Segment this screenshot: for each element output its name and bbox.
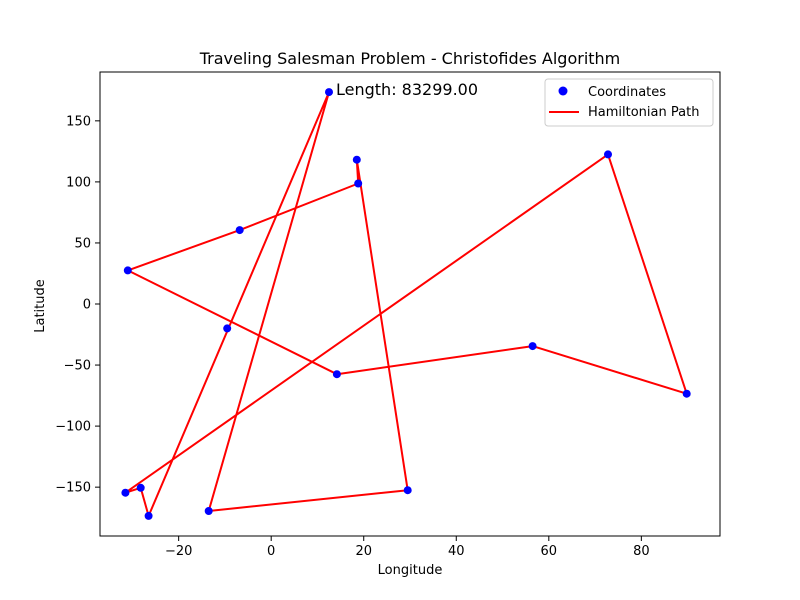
- coordinate-point: [136, 483, 145, 492]
- path-length-annotation: Length: 83299.00: [336, 80, 478, 99]
- coordinate-point: [121, 488, 130, 497]
- coordinate-point: [144, 511, 153, 520]
- legend-label-hamiltonian-path: Hamiltonian Path: [588, 105, 699, 120]
- coordinate-point: [325, 88, 333, 97]
- y-tick-label: 150: [66, 114, 91, 129]
- x-tick-label: 20: [355, 544, 372, 559]
- coordinate-point: [354, 179, 363, 188]
- coordinate-point: [528, 342, 537, 351]
- coordinate-point: [352, 155, 361, 164]
- legend: Coordinates Hamiltonian Path: [544, 78, 714, 127]
- y-axis-label: Latitude: [33, 279, 48, 333]
- chart-title: Traveling Salesman Problem - Christofide…: [199, 49, 621, 68]
- coordinate-point: [123, 266, 132, 275]
- y-tick-label: 50: [74, 236, 91, 251]
- y-tick-label: 100: [66, 175, 91, 190]
- x-tick-label: 60: [541, 544, 558, 559]
- x-tick-label: 40: [448, 544, 465, 559]
- y-tick-label: 0: [83, 298, 91, 313]
- legend-label-coordinates: Coordinates: [588, 85, 666, 100]
- axis-ticks: −20 0 20 40 60 80 −150 −100 −50 0 50 100 150: [55, 71, 721, 559]
- x-tick-label: −20: [165, 544, 192, 559]
- x-tick-label: 80: [633, 544, 650, 559]
- x-axis-label: Longitude: [378, 563, 443, 578]
- coordinate-point: [332, 370, 341, 379]
- y-tick-label: −150: [55, 481, 91, 496]
- coordinate-point: [223, 324, 232, 333]
- y-tick-label: −100: [55, 420, 91, 435]
- coordinate-point: [204, 507, 213, 515]
- coordinate-point: [403, 486, 412, 495]
- x-tick-label: 0: [267, 544, 275, 559]
- legend-box: [544, 78, 714, 127]
- coordinate-point: [235, 226, 244, 235]
- coordinate-point: [604, 150, 612, 159]
- y-tick-label: −50: [64, 359, 91, 374]
- legend-marker-coordinates: [558, 86, 568, 96]
- plot-area: [121, 88, 691, 520]
- coordinate-point: [682, 389, 691, 398]
